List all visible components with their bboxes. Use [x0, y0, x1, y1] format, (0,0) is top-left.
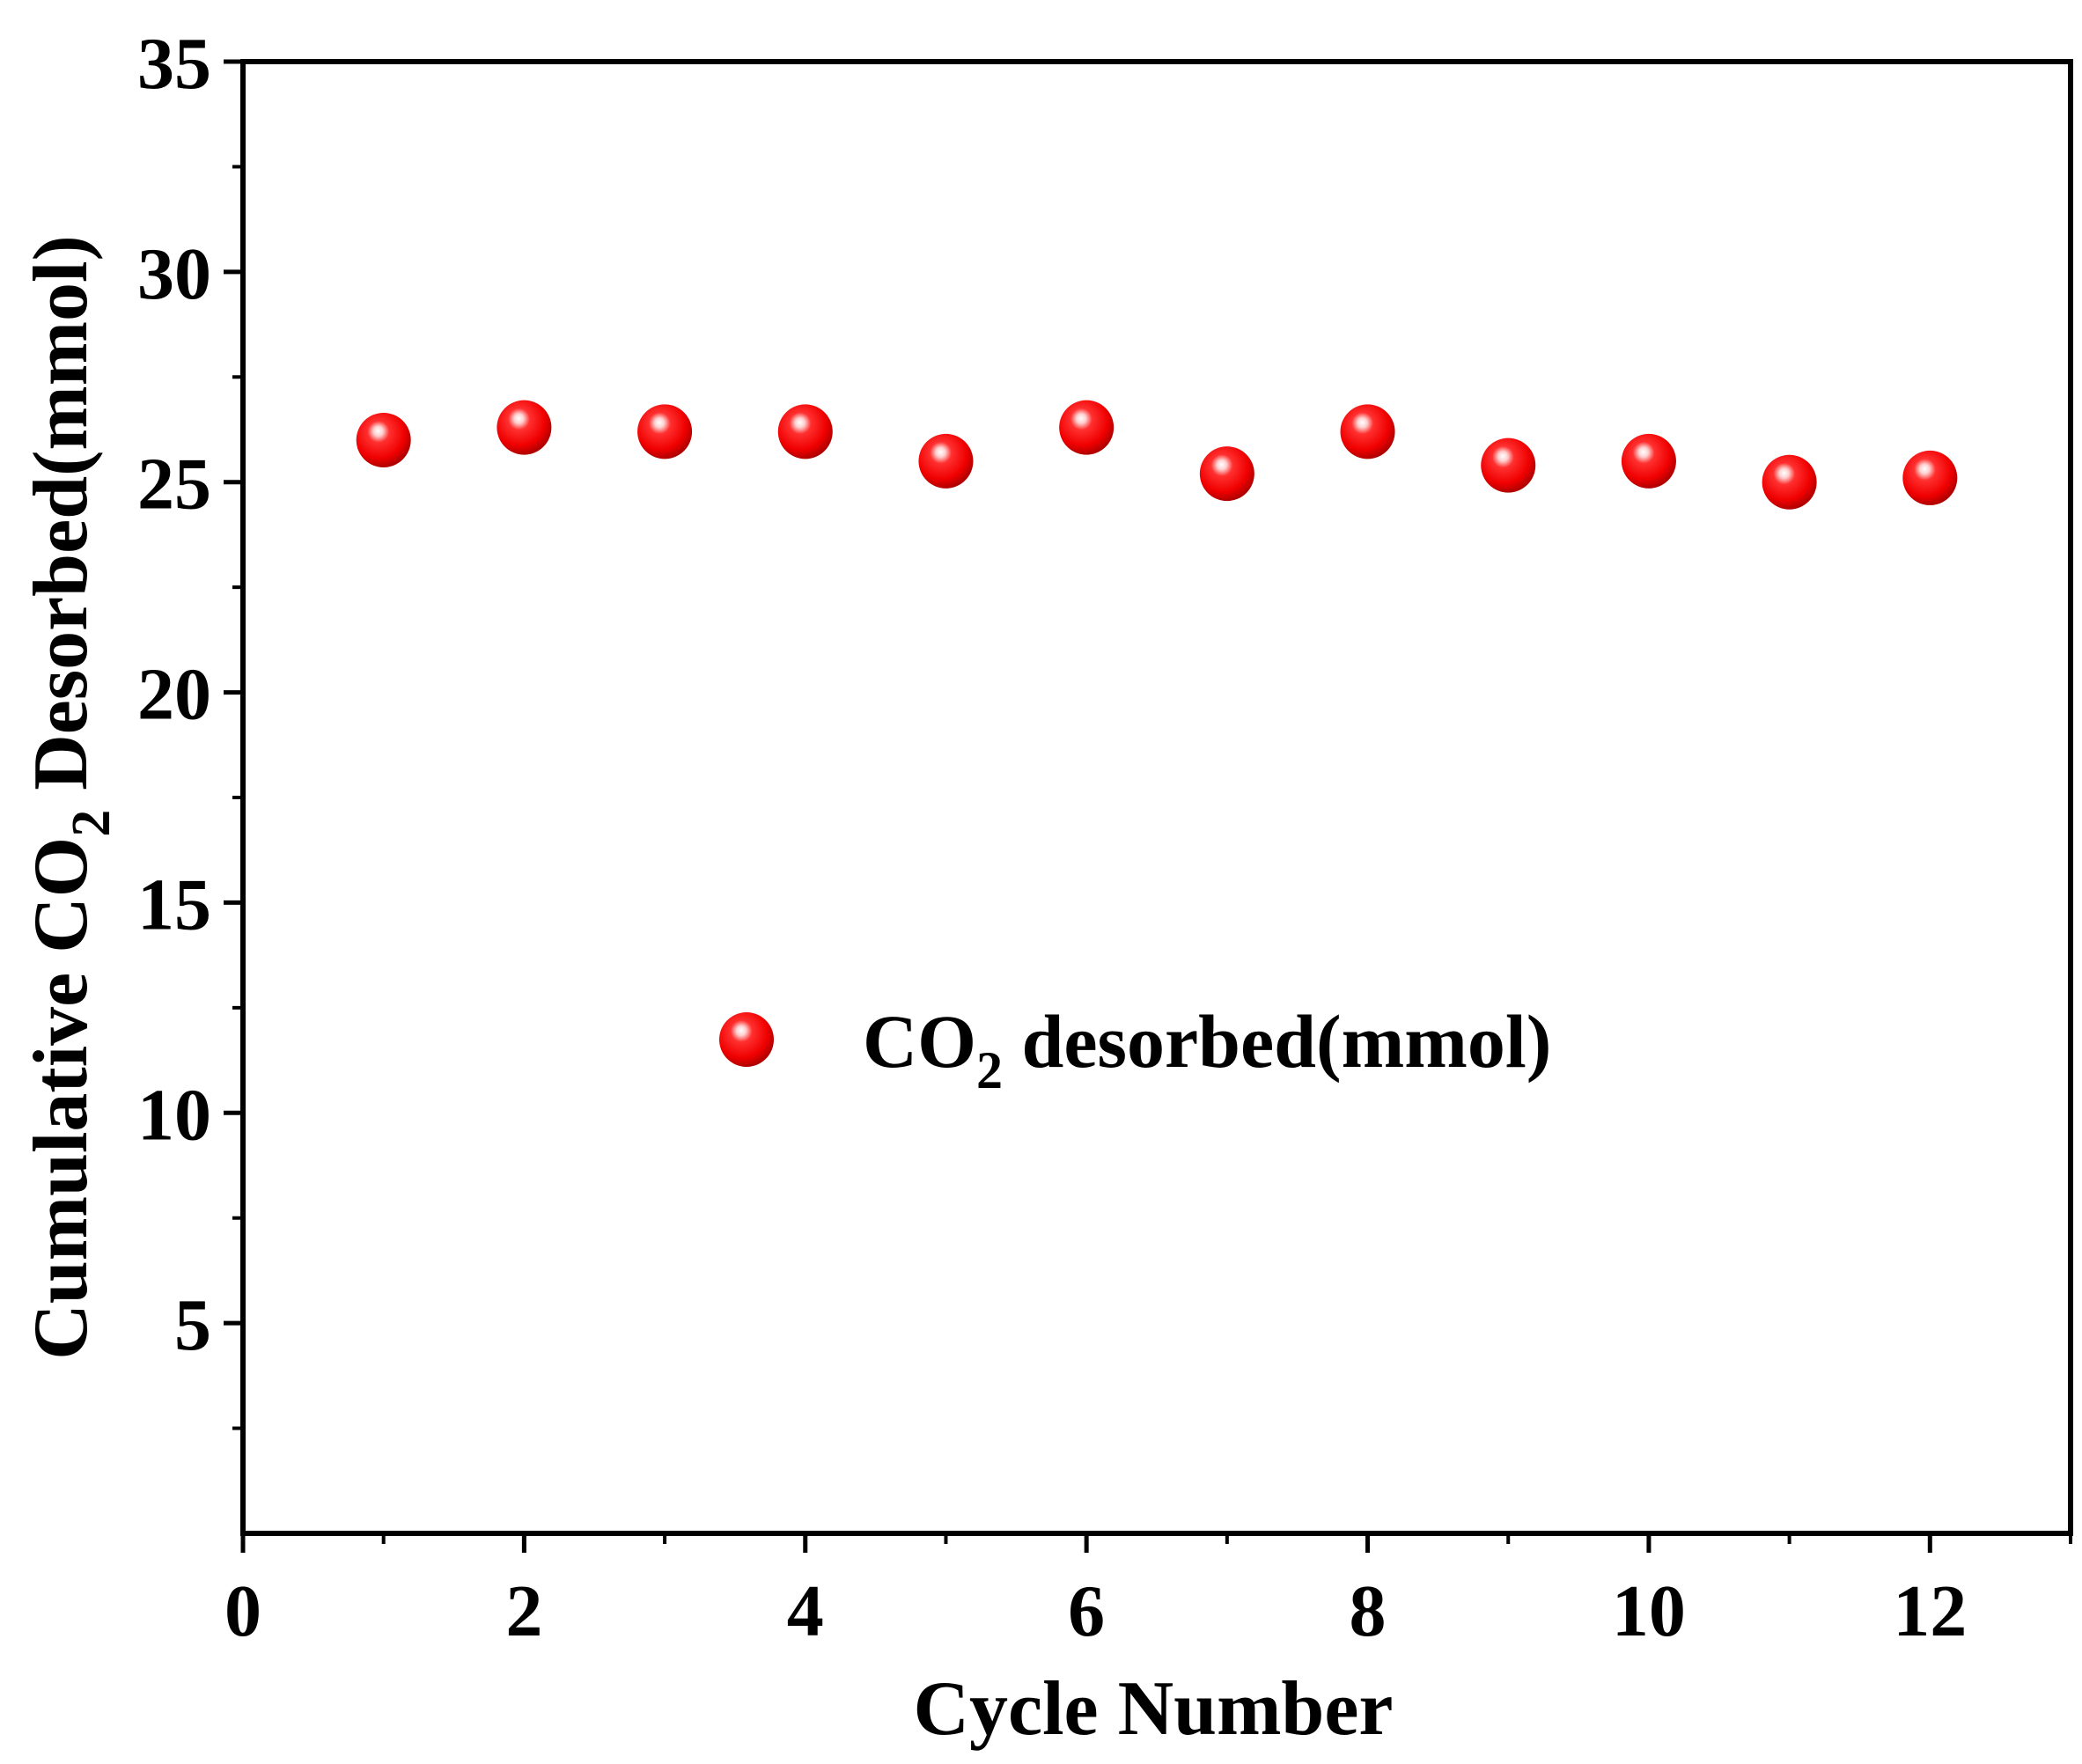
y-axis-title: Cumulative CO2 Desorbed(mmol) [18, 235, 121, 1360]
data-point [1481, 437, 1536, 493]
y-tick-label: 10 [137, 1074, 211, 1156]
legend-label: CO2 desorbed(mmol) [863, 999, 1551, 1099]
data-point [497, 400, 552, 455]
x-tick-label: 10 [1612, 1570, 1686, 1652]
x-tick-label: 4 [787, 1570, 824, 1652]
data-point [1621, 433, 1676, 489]
x-tick-label: 0 [224, 1570, 261, 1652]
legend: CO2 desorbed(mmol) [719, 999, 1551, 1099]
x-tick-label: 6 [1068, 1570, 1105, 1652]
data-point [356, 412, 411, 467]
y-tick-label: 20 [137, 654, 211, 736]
x-axis-title: Cycle Number [914, 1666, 1394, 1752]
y-tick-label: 30 [137, 233, 211, 315]
legend-marker [719, 1012, 774, 1067]
x-tick-label: 2 [505, 1570, 542, 1652]
y-tick-label: 25 [137, 444, 211, 526]
data-point [1059, 400, 1115, 455]
data-point [1340, 404, 1395, 459]
y-tick-label: 35 [137, 23, 211, 105]
data-point [637, 404, 693, 459]
ticks-layer: 0 2 4 6 8 10 12 5 10 15 20 25 30 35 [137, 23, 2072, 1652]
data-point [1902, 450, 1958, 505]
x-tick-label: 12 [1893, 1570, 1967, 1652]
data-point [1199, 446, 1254, 502]
plot-frame [240, 59, 2073, 1536]
data-point [918, 433, 974, 489]
data-point [777, 404, 833, 459]
data-points [356, 400, 1958, 510]
x-tick-label: 8 [1350, 1570, 1387, 1652]
y-tick-label: 15 [137, 864, 211, 945]
y-tick-label: 5 [174, 1284, 211, 1366]
data-point [1762, 454, 1817, 510]
